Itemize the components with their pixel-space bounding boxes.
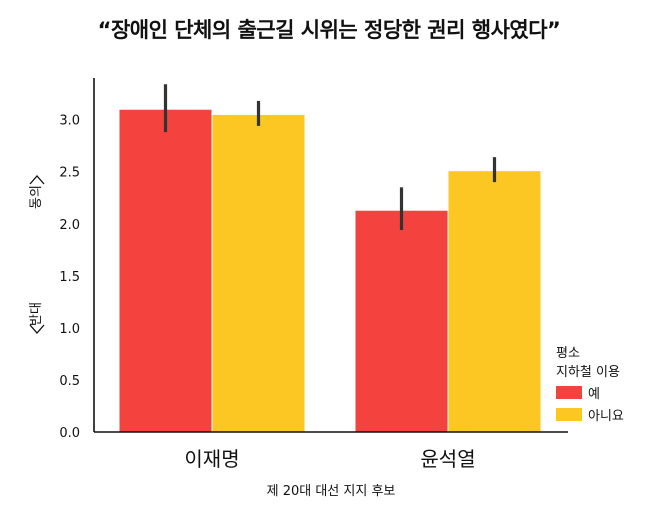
legend-title-line: 지하철 이용 [556,365,620,380]
y-tick-label: 3.0 [59,114,80,129]
y-tick-label: 2.5 [59,166,80,181]
x-category-label: 윤석열 [420,447,475,471]
y-label-disagree-text: 반대 [29,302,44,326]
legend-swatch [556,408,582,421]
plot-area [118,84,542,433]
legend-label: 예 [588,387,600,402]
chevron-down-icon [29,324,45,334]
y-tick-label: 0.5 [59,374,80,389]
x-category-label: 이재명 [184,447,239,471]
y-label-agree: 동의 [29,185,44,209]
y-tick-label: 0.0 [59,426,80,441]
x-axis-title: 제 20대 대선 지지 후보 [267,484,396,499]
y-tick-label: 2.0 [59,218,80,233]
chart-title: “장애인 단체의 출근길 시위는 정당한 권리 행사였다” [97,18,561,42]
legend-label: 아니요 [588,409,624,424]
bar [354,209,449,433]
y-tick-label: 1.0 [59,322,80,337]
y-tick-label: 1.5 [59,270,80,285]
legend-swatch [556,386,582,399]
legend-title-line: 평소 [556,346,580,361]
bar [447,170,542,433]
y-label-agree-text: 동의 [29,185,44,209]
bar [211,113,306,433]
chevron-up-icon [29,175,45,185]
bar [118,108,213,433]
y-label-disagree: 반대 [29,302,44,326]
